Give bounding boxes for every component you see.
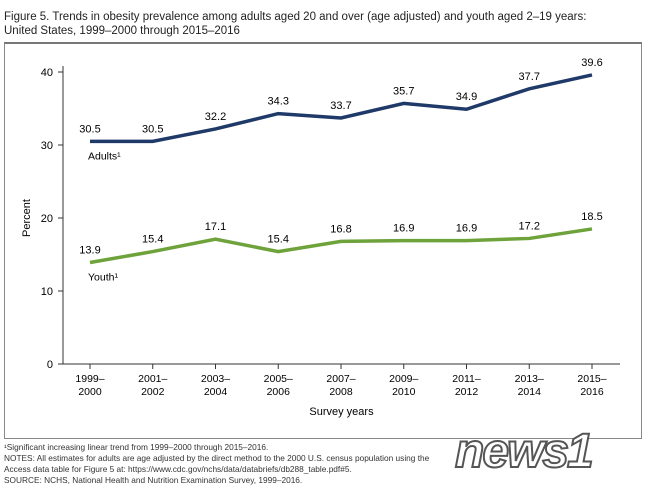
x-tick-label: 2004 — [204, 386, 228, 398]
x-tick-label: 2016 — [580, 386, 604, 398]
x-tick-label: 2000 — [78, 386, 102, 398]
y-tick-label: 20 — [41, 213, 53, 225]
data-label: 30.5 — [79, 123, 100, 135]
y-axis-label: Percent — [21, 199, 33, 237]
x-tick-label: 2001– — [138, 373, 167, 385]
title-line-1: Figure 5. Trends in obesity prevalence a… — [4, 11, 587, 23]
footnote-access: Access data table for Figure 5 at: https… — [4, 464, 352, 474]
x-tick-label: 2006 — [267, 386, 291, 398]
series-line-adults — [90, 73, 593, 144]
x-axis-label: Survey years — [309, 406, 374, 418]
x-tick-label: 2003– — [201, 373, 230, 385]
data-label: 13.9 — [79, 245, 100, 257]
x-tick-label: 2012 — [455, 386, 479, 398]
news1-watermark-logo: news1 — [454, 424, 595, 479]
footnote-source: SOURCE: NCHS, National Health and Nutrit… — [4, 475, 303, 485]
x-tick-label: 2002 — [141, 386, 165, 398]
y-tick-label: 40 — [41, 67, 53, 79]
x-tick-label: 2009– — [389, 373, 418, 385]
footnote-notes: NOTES: All estimates for adults are age … — [4, 453, 430, 463]
data-label: 33.7 — [330, 100, 351, 112]
title-line-2: United States, 1999–2000 through 2015–20… — [4, 25, 240, 37]
series-line-youth — [89, 227, 593, 265]
data-label: 15.4 — [142, 234, 163, 246]
data-label: 37.7 — [519, 71, 540, 83]
x-tick-label: 2014 — [518, 386, 542, 398]
y-tick-label: 0 — [47, 359, 53, 371]
x-tick-label: 2011– — [452, 373, 481, 385]
footnote-1: ¹Significant increasing linear trend fro… — [4, 442, 269, 452]
data-label: 16.9 — [456, 223, 477, 235]
x-tick-label: 2013– — [515, 373, 544, 385]
y-tick-label: 10 — [41, 286, 53, 298]
series-label: Youth¹ — [88, 272, 118, 284]
data-label: 32.2 — [205, 111, 226, 123]
data-label: 17.2 — [519, 220, 540, 232]
x-tick-label: 2010 — [392, 386, 416, 398]
data-label: 16.9 — [393, 223, 414, 235]
data-label: 17.1 — [205, 221, 226, 233]
data-label: 34.3 — [268, 96, 289, 108]
chart-frame — [4, 42, 642, 439]
x-tick-label: 2015– — [577, 373, 606, 385]
x-tick-label: 1999– — [75, 373, 104, 385]
chart-title: Figure 5. Trends in obesity prevalence a… — [4, 10, 644, 38]
data-label: 30.5 — [142, 123, 163, 135]
data-label: 16.8 — [330, 223, 351, 235]
data-label: 34.9 — [456, 91, 477, 103]
data-label: 39.6 — [581, 57, 602, 69]
data-label: 18.5 — [581, 211, 602, 223]
data-label: 15.4 — [268, 234, 289, 246]
x-tick-label: 2008 — [329, 386, 353, 398]
series-label: Adults¹ — [88, 150, 121, 162]
x-tick-label: 2005– — [264, 373, 293, 385]
x-tick-label: 2007– — [326, 373, 355, 385]
y-tick-label: 30 — [41, 140, 53, 152]
data-label: 35.7 — [393, 85, 414, 97]
